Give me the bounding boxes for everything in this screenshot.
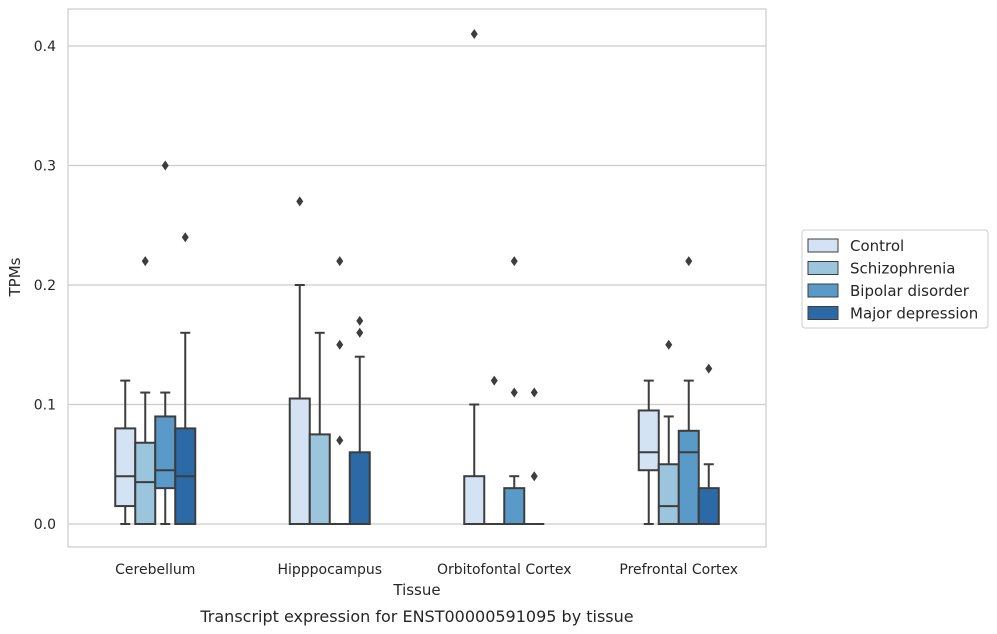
outlier-point <box>510 256 518 267</box>
box <box>697 487 720 525</box>
plot-area <box>114 29 720 526</box>
box <box>463 475 486 526</box>
outlier-point <box>510 387 518 398</box>
x-tick-label: Hipppocampus <box>277 562 382 578</box>
x-tick-label: Prefrontal Cortex <box>619 562 738 578</box>
outlier-point <box>470 29 478 40</box>
outlier-point <box>336 256 344 267</box>
outlier-point <box>296 196 304 207</box>
legend-swatch <box>807 261 839 275</box>
box <box>657 463 680 525</box>
y-tick-label: 0.3 <box>34 159 56 175</box>
outlier-point <box>161 160 169 171</box>
outlier-point <box>356 315 364 326</box>
box <box>288 397 311 525</box>
box-bipolar-disorder <box>677 256 700 526</box>
legend-label: Bipolar disorder <box>850 282 970 300</box>
box <box>134 441 157 525</box>
y-tick-label: 0.4 <box>34 39 56 55</box>
y-tick-label: 0.1 <box>34 398 56 414</box>
box-major-depression <box>348 315 371 525</box>
y-tick-label: 0.2 <box>34 278 56 294</box>
outlier-point <box>336 339 344 350</box>
x-tick-label: Cerebellum <box>115 562 195 578</box>
legend-label: Schizophrenia <box>850 260 955 278</box>
box-control <box>637 379 660 525</box>
legend-frame <box>801 229 989 329</box>
outlier-point <box>490 375 498 386</box>
outlier-point <box>141 256 149 267</box>
legend-swatch <box>807 283 839 298</box>
legend: Control Schizophrenia Bipolar disorder Majo… <box>801 229 989 329</box>
legend-label: Control <box>850 237 904 255</box>
y-tick-labels: 0.0 0.1 0.2 0.3 0.4 <box>34 39 56 533</box>
outlier-point <box>336 435 344 446</box>
box-schizophrenia <box>308 331 331 525</box>
box-bipolar-disorder <box>154 160 177 525</box>
x-tick-labels: Cerebellum Hipppocampus Orbitofontal Corte… <box>115 562 738 578</box>
outlier-point <box>685 256 693 267</box>
box-control <box>114 379 137 525</box>
box-major-depression <box>174 232 197 525</box>
box <box>114 427 137 508</box>
legend-label: Major depression <box>850 305 978 323</box>
box-major-depression <box>524 387 545 525</box>
x-tick-label: Orbitofontal Cortex <box>437 562 572 578</box>
box-bipolar-disorder <box>329 256 350 525</box>
outlier-point <box>181 232 189 243</box>
x-axis-label: Tissue <box>392 581 440 599</box>
plot-frame <box>67 8 767 548</box>
box-schizophrenia <box>134 256 157 525</box>
box <box>154 415 177 490</box>
box <box>503 487 526 525</box>
box <box>348 451 371 525</box>
figure-caption: Transcript expression for ENST0000059109… <box>199 607 633 626</box>
box-control <box>463 29 486 526</box>
box-major-depression <box>697 363 720 525</box>
box <box>308 433 331 525</box>
outlier-point <box>356 327 364 338</box>
outlier-point <box>530 387 538 398</box>
box-bipolar-disorder <box>503 256 526 525</box>
outlier-point <box>705 363 713 374</box>
y-axis-label: TPMs <box>6 257 24 297</box>
box <box>677 429 700 526</box>
outlier-point <box>530 471 538 482</box>
legend-swatch <box>807 238 839 253</box>
legend-swatch <box>807 306 839 320</box>
outlier-point <box>665 339 673 350</box>
y-tick-label: 0.0 <box>34 517 56 533</box>
box-schizophrenia <box>484 375 505 525</box>
box <box>637 409 660 472</box>
